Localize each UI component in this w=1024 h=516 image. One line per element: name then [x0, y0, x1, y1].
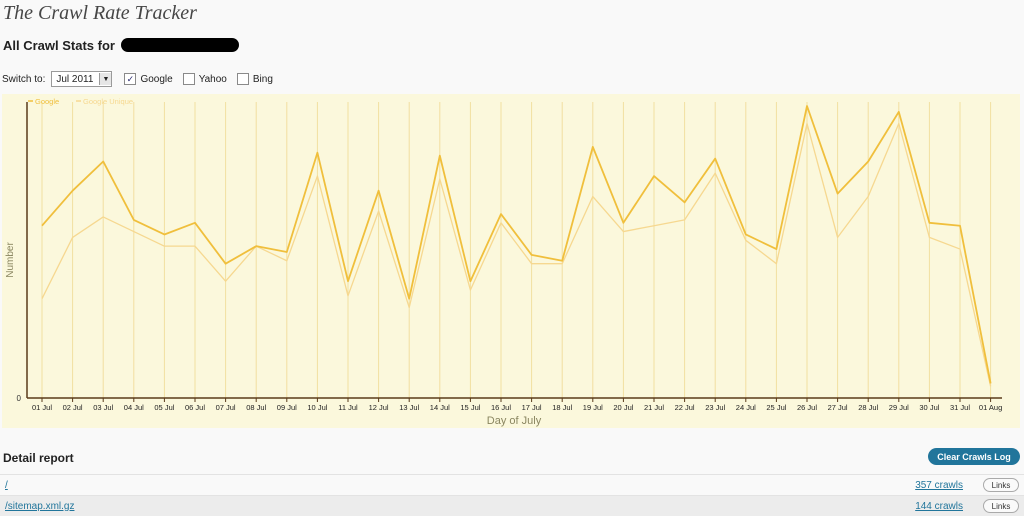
- x-tick-label: 24 Jul: [736, 403, 756, 412]
- row-path-link[interactable]: /: [5, 479, 8, 491]
- x-tick-label: 11 Jul: [338, 403, 358, 412]
- x-tick-label: 03 Jul: [93, 403, 113, 412]
- google-checkbox-box[interactable]: ✓: [124, 73, 137, 85]
- table-row: / 357 crawls Links: [0, 474, 1024, 495]
- x-tick-label: 07 Jul: [216, 403, 236, 412]
- links-button[interactable]: Links: [983, 478, 1019, 492]
- x-tick-label: 12 Jul: [369, 403, 389, 412]
- x-tick-label: 06 Jul: [185, 403, 205, 412]
- switch-label: Switch to:: [2, 73, 46, 85]
- yahoo-checkbox-box[interactable]: [182, 73, 195, 85]
- x-tick-label: 31 Jul: [950, 403, 970, 412]
- checkbox-yahoo[interactable]: Yahoo: [182, 73, 227, 85]
- x-tick-label: 23 Jul: [705, 403, 725, 412]
- table-row: /sitemap.xml.gz 144 crawls Links: [0, 495, 1024, 516]
- x-tick-label: 19 Jul: [583, 403, 603, 412]
- row-crawls-link[interactable]: 357 crawls: [915, 479, 963, 491]
- crawl-chart: 0 01 Jul 02 Jul 03 Jul 04 Jul 05 Jul 06 Jul 07 …: [2, 94, 1020, 428]
- x-tick-label: 26 Jul: [797, 403, 817, 412]
- checkbox-google-label: Google: [140, 73, 173, 85]
- detail-report-title: Detail report: [3, 451, 74, 465]
- series-line-google-unique: [41, 122, 992, 387]
- checkbox-yahoo-label: Yahoo: [198, 73, 227, 85]
- x-tick-label: 08 Jul: [246, 403, 266, 412]
- clear-crawls-log-button[interactable]: Clear Crawls Log: [928, 448, 1020, 465]
- app-title: The Crawl Rate Tracker: [3, 2, 197, 24]
- legend-entry: Google: [35, 97, 59, 106]
- redacted-domain: [120, 38, 239, 52]
- x-tick-label: 16 Jul: [491, 403, 511, 412]
- month-select-value: Jul 2011: [56, 73, 94, 85]
- x-tick-label: 22 Jul: [675, 403, 695, 412]
- series-line-google: [41, 105, 992, 384]
- bing-checkbox-box[interactable]: [236, 73, 249, 85]
- y-axis-label: Number: [5, 242, 16, 278]
- x-tick-label: 27 Jul: [828, 403, 848, 412]
- row-crawls-link[interactable]: 144 crawls: [915, 500, 963, 512]
- links-button[interactable]: Links: [983, 499, 1019, 513]
- checkbox-bing[interactable]: Bing: [236, 73, 273, 85]
- x-tick-label: 09 Jul: [277, 403, 297, 412]
- x-tick-label: 28 Jul: [858, 403, 878, 412]
- x-tick-label: 21 Jul: [644, 403, 664, 412]
- x-tick-label: 18 Jul: [552, 403, 572, 412]
- x-tick-label: 15 Jul: [460, 403, 480, 412]
- checkbox-bing-label: Bing: [252, 73, 273, 85]
- x-tick-label: 01 Jul: [32, 403, 52, 412]
- subtitle-text: All Crawl Stats for: [3, 38, 115, 53]
- row-path-link[interactable]: /sitemap.xml.gz: [5, 500, 75, 512]
- x-tick-label: 01 Aug: [979, 403, 1002, 412]
- x-tick-label: 30 Jul: [919, 403, 939, 412]
- x-tick-label: 05 Jul: [154, 403, 174, 412]
- month-select[interactable]: Jul 2011 ▼: [51, 71, 113, 87]
- x-tick-label: 14 Jul: [430, 403, 450, 412]
- detail-table: / 357 crawls Links /sitemap.xml.gz 144 c…: [0, 474, 1024, 516]
- page-subtitle: All Crawl Stats for: [3, 38, 239, 53]
- crawl-chart-svg: 0 01 Jul 02 Jul 03 Jul 04 Jul 05 Jul 06 Jul 07 …: [5, 97, 1002, 427]
- x-tick-label: 17 Jul: [522, 403, 542, 412]
- legend-entry: Google Unique: [83, 97, 133, 106]
- switch-bar: Switch to: Jul 2011 ▼ ✓ Google Yahoo Bin…: [2, 71, 283, 87]
- x-tick-label: 25 Jul: [766, 403, 786, 412]
- x-tick-label: 10 Jul: [307, 403, 327, 412]
- x-tick-label: 29 Jul: [889, 403, 909, 412]
- chevron-down-icon[interactable]: ▼: [99, 73, 112, 85]
- x-tick-label: 13 Jul: [399, 403, 419, 412]
- checkbox-google[interactable]: ✓ Google: [124, 73, 173, 85]
- y-tick-label: 0: [17, 394, 22, 403]
- x-axis-label: Day of July: [487, 415, 542, 427]
- x-tick-label: 20 Jul: [613, 403, 633, 412]
- x-tick-label: 02 Jul: [63, 403, 83, 412]
- x-tick-label: 04 Jul: [124, 403, 144, 412]
